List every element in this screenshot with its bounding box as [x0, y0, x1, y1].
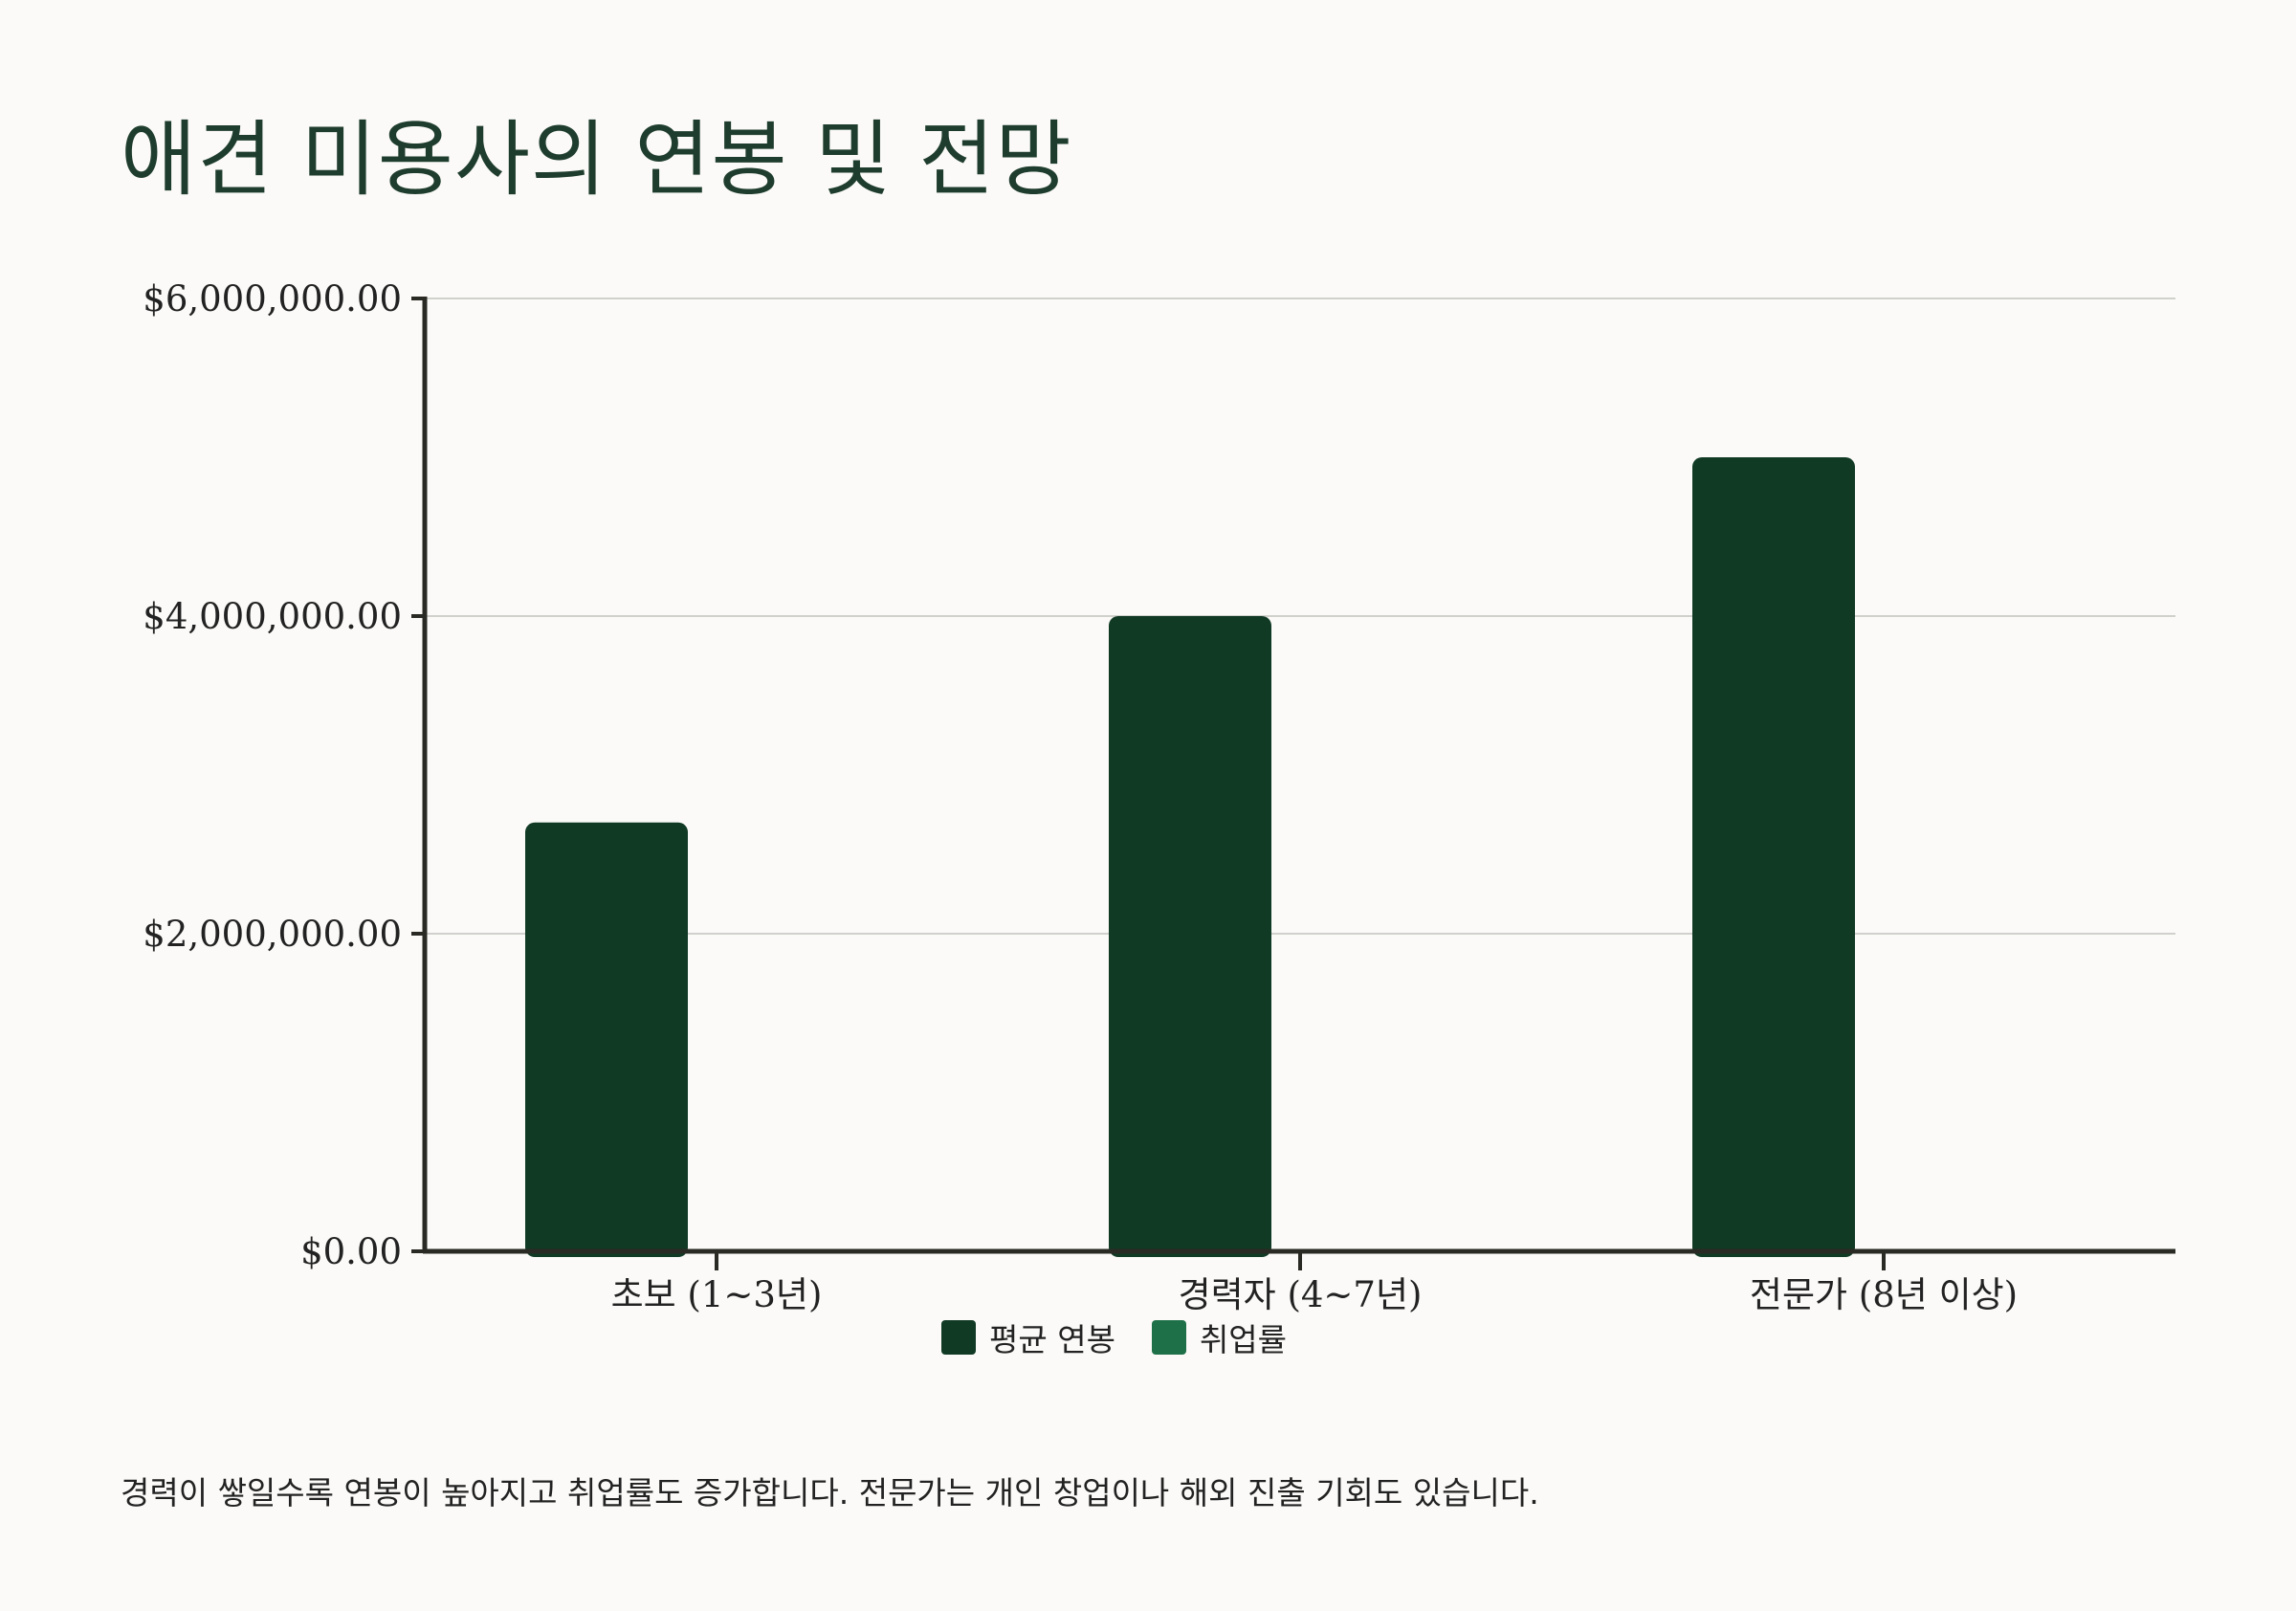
- legend-item-salary[interactable]: 평균 연봉: [941, 1314, 1115, 1360]
- bar-salary: [525, 822, 688, 1257]
- chart-title: 애견 미용사의 연봉 및 전망: [121, 112, 1072, 208]
- x-tick-label: 초보 (1~3년): [611, 1274, 823, 1315]
- y-tick-label: $0.00: [300, 1231, 402, 1272]
- x-tick-label: 전문가 (8년 이상): [1750, 1274, 2018, 1315]
- y-tick-label: $2,000,000.00: [143, 914, 402, 955]
- legend-label-salary: 평균 연봉: [989, 1321, 1115, 1358]
- gridlines: [425, 298, 2175, 935]
- axes: [411, 297, 2175, 1270]
- axis-labels: $0.00 $2,000,000.00 $4,000,000.00 $6,000,00…: [143, 278, 2018, 1315]
- legend-swatch-employment: [1151, 1320, 1186, 1355]
- legend: 평균 연봉 취업률: [941, 1314, 1287, 1360]
- y-tick-label: $6,000,000.00: [143, 278, 402, 320]
- legend-label-employment: 취업률: [1199, 1321, 1288, 1358]
- bars: [525, 457, 1855, 1257]
- y-tick-label: $4,000,000.00: [143, 596, 402, 637]
- x-tick-label: 경력자 (4~7년): [1179, 1274, 1423, 1315]
- bar-salary: [1109, 616, 1271, 1257]
- legend-swatch-salary: [941, 1320, 976, 1355]
- legend-item-employment[interactable]: 취업률: [1151, 1314, 1288, 1360]
- bar-salary: [1692, 457, 1855, 1257]
- footnote: 경력이 쌓일수록 연봉이 높아지고 취업률도 증가합니다. 전문가는 개인 창업…: [121, 1474, 1539, 1512]
